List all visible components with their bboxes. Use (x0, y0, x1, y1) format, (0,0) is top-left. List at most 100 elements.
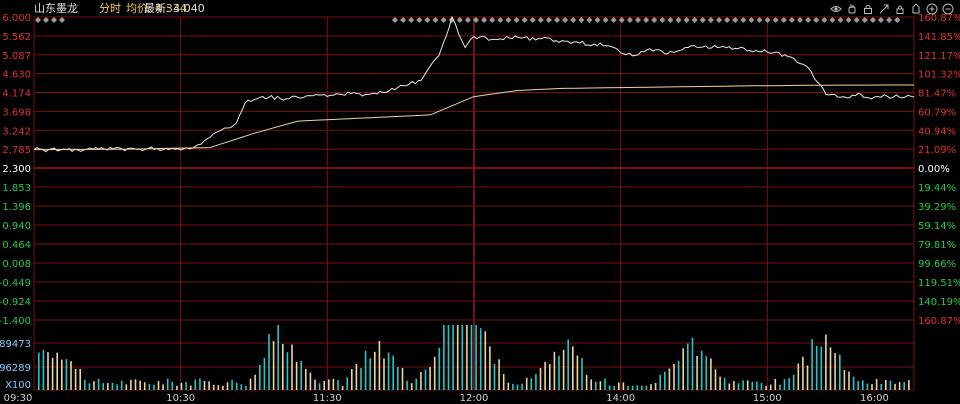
volume-bar (802, 356, 804, 390)
volume-bar (291, 344, 293, 390)
price-pct-label: 101.32% (918, 70, 960, 81)
event-marker (440, 17, 447, 23)
share-icon[interactable] (877, 2, 890, 15)
price-tick-label: 6.000 (2, 13, 31, 24)
volume-bar (604, 378, 606, 390)
indicator-pct-label: 119.51% (918, 278, 960, 289)
volume-bar (544, 361, 546, 390)
volume-bar (875, 379, 878, 390)
volume-bar (332, 378, 335, 390)
event-marker (788, 17, 795, 23)
volume-bar (479, 328, 482, 390)
volume-bar (797, 363, 800, 390)
volume-bar (433, 356, 436, 390)
volume-bar (107, 383, 109, 390)
volume-bar (572, 346, 574, 390)
volume-bar (424, 369, 427, 390)
event-marker (869, 17, 876, 23)
volume-bar (295, 362, 298, 390)
volume-bar (38, 352, 40, 390)
volume-bar (687, 343, 689, 390)
volume-bar (180, 382, 183, 390)
event-marker (886, 17, 893, 23)
price-tick-label: 5.562 (2, 32, 31, 43)
event-marker (570, 17, 577, 23)
volume-bar (493, 363, 496, 390)
volume-bar (470, 325, 473, 390)
lock-icon[interactable] (861, 2, 874, 15)
volume-bar (728, 383, 731, 390)
volume-bar (309, 372, 312, 390)
event-marker (408, 17, 415, 23)
volume-bar (84, 379, 86, 390)
volume-bar (553, 351, 556, 390)
volume-bar (461, 325, 464, 390)
event-marker (878, 17, 884, 23)
volume-bar (737, 383, 740, 390)
volume-bar (456, 325, 459, 390)
event-marker (740, 17, 747, 23)
volume-bar (549, 364, 551, 390)
last-price-label: 最新: (144, 2, 170, 15)
lock-small-icon[interactable] (893, 2, 906, 15)
volume-bar (235, 382, 238, 390)
volume-bar (898, 382, 901, 390)
time-tick-label: 11:30 (313, 393, 342, 404)
event-marker (853, 17, 860, 23)
volume-bar (811, 339, 813, 390)
volume-bar (525, 377, 528, 390)
mode-label[interactable]: 分时 (99, 2, 121, 15)
volume-bar (567, 339, 569, 390)
volume-bar (47, 352, 49, 390)
volume-bar (130, 379, 132, 390)
volume-bar (585, 374, 588, 390)
volume-bar (360, 368, 362, 390)
volume-bar (157, 381, 160, 390)
event-marker (513, 17, 520, 23)
volume-bar (792, 374, 795, 390)
volume-bar (222, 385, 224, 390)
tool-icon[interactable] (909, 2, 922, 15)
volume-tick-label: 189473 (0, 339, 31, 350)
event-marker (861, 17, 868, 23)
hand-icon[interactable] (845, 2, 858, 15)
volume-bar (162, 384, 164, 390)
time-tick-label: 12:00 (460, 393, 489, 404)
event-marker (610, 17, 617, 23)
indicator-axis-right: 19.44% 39.29% 59.14% 79.81% 99.66% 119.51% 140… (918, 183, 960, 327)
volume-bar (249, 378, 252, 390)
volume-bar (134, 379, 137, 390)
chart-toolbar (829, 2, 954, 15)
volume-tick-label: 96289 (0, 363, 31, 374)
volume-bar (714, 369, 717, 390)
volume-bar (254, 374, 256, 390)
event-marker (651, 17, 658, 23)
event-marker (797, 17, 803, 23)
price-pct-label: 141.85% (918, 32, 960, 43)
event-marker (667, 17, 674, 23)
volume-bar (346, 377, 348, 390)
volume-bar (682, 348, 684, 390)
indicator-axis-left: 1.853 1.396 0.940 0.464 0.008 -0.449 -0.924 -1.… (0, 183, 31, 327)
volume-bar (765, 385, 767, 390)
event-marker (464, 17, 471, 23)
zoom-in-icon[interactable] (925, 2, 938, 15)
zoom-out-icon[interactable] (941, 2, 954, 15)
volume-bar (783, 379, 786, 390)
volume-bar (512, 383, 514, 390)
price-pct-label: 60.79% (918, 107, 956, 118)
avg-price-line (34, 84, 914, 151)
volume-bar (843, 370, 846, 390)
event-marker (821, 17, 828, 23)
volume-bar (815, 345, 818, 390)
price-pct-label: 40.94% (918, 126, 956, 137)
volume-bar (74, 368, 77, 390)
volume-bar (664, 371, 666, 390)
eye-icon[interactable] (829, 2, 842, 15)
volume-bar (599, 381, 602, 390)
volume-bar (61, 359, 63, 390)
volume-bar (443, 325, 445, 390)
event-marker (748, 17, 755, 23)
volume-bar (700, 350, 703, 390)
